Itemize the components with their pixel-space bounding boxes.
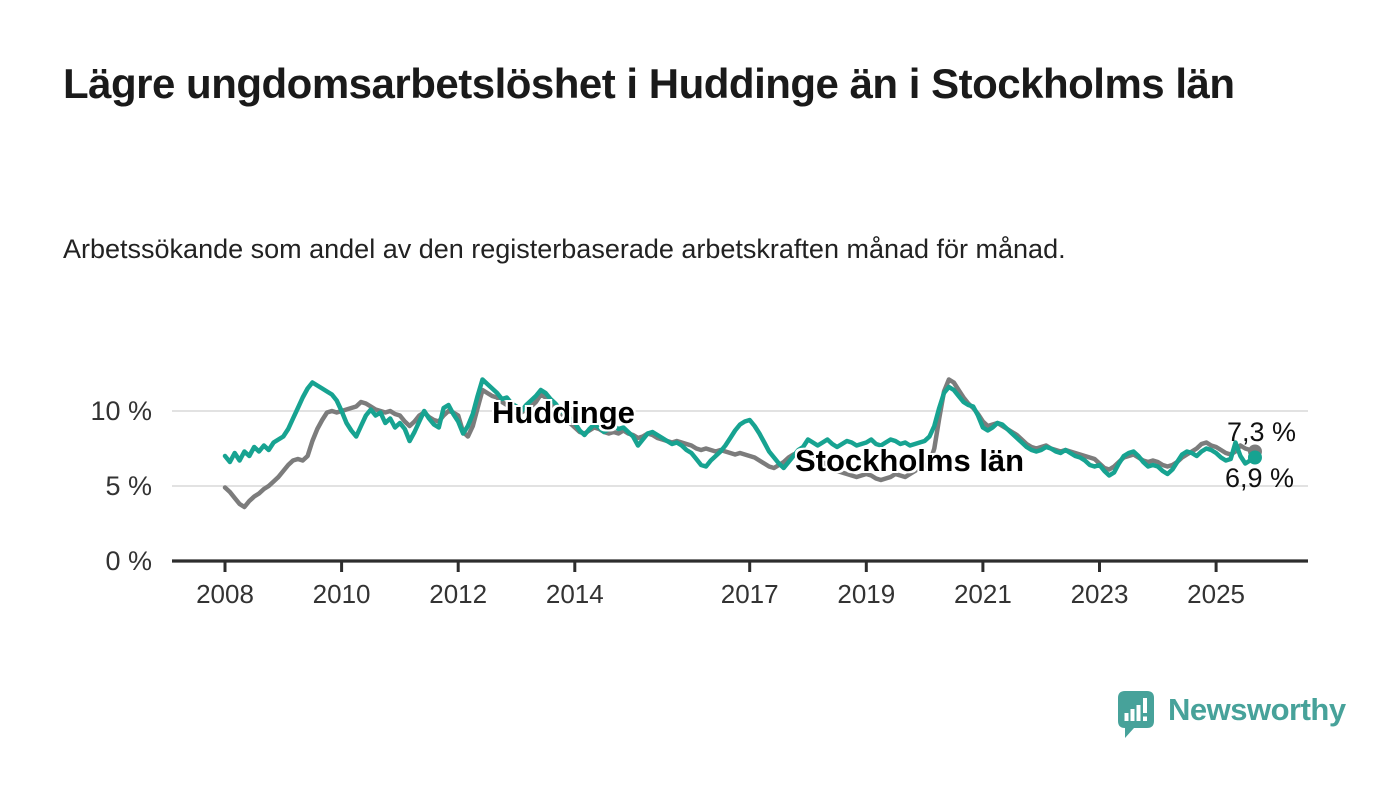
newsworthy-logo: Newsworthy: [1117, 690, 1346, 739]
newsworthy-logo-icon: [1118, 691, 1154, 738]
x-tick-label: 2017: [721, 579, 779, 609]
y-tick-label: 5 %: [105, 471, 152, 501]
x-tick-label: 2010: [313, 579, 371, 609]
end-value-label-huddinge: 6,9 %: [1225, 463, 1295, 493]
series-label-huddinge: Huddinge: [492, 395, 635, 430]
x-tick-label: 2021: [954, 579, 1012, 609]
series-line-stockholm: [222, 377, 1258, 510]
x-tick-label: 2019: [837, 579, 895, 609]
x-tick-label: 2025: [1187, 579, 1245, 609]
y-tick-label: 10 %: [90, 396, 152, 426]
x-tick-label: 2008: [196, 579, 254, 609]
page-title: Lägre ungdomsarbetslöshet i Huddinge än …: [63, 60, 1235, 107]
end-dot-huddinge: [1247, 450, 1262, 465]
y-tick-label: 0 %: [105, 546, 152, 576]
x-tick-label: 2014: [546, 579, 604, 609]
x-tick-label: 2023: [1071, 579, 1129, 609]
newsworthy-logo-text: Newsworthy: [1168, 692, 1346, 727]
series-label-stockholm: Stockholms län: [795, 443, 1025, 478]
chart-subtitle: Arbetssökande som andel av den registerb…: [63, 234, 1066, 264]
series-line-huddinge: [222, 377, 1258, 478]
end-value-label-stockholm: 7,3 %: [1227, 417, 1297, 447]
x-tick-label: 2012: [429, 579, 487, 609]
